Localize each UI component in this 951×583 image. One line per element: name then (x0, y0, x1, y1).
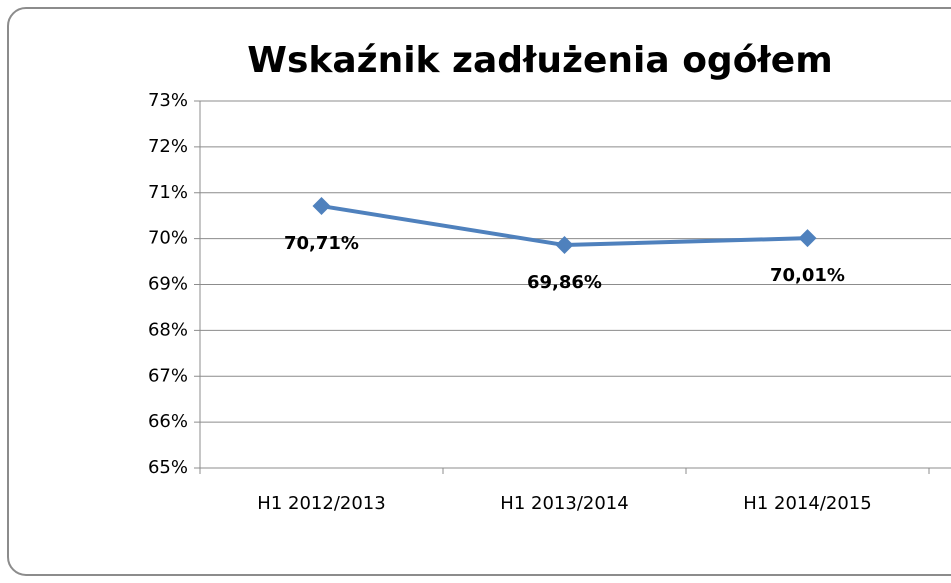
x-tick-label: H1 2014/2015 (743, 493, 871, 514)
y-tick-label: 73% (148, 90, 188, 111)
y-tick-label: 65% (148, 457, 188, 478)
data-label: 69,86% (527, 272, 602, 293)
x-tick-label: H1 2013/2014 (500, 493, 628, 514)
data-label: 70,01% (770, 265, 845, 286)
y-tick-label: 67% (148, 365, 188, 386)
y-tick-label: 71% (148, 182, 188, 203)
data-point (312, 197, 331, 216)
x-tick-label: H1 2012/2013 (257, 493, 385, 514)
y-tick-label: 66% (148, 411, 188, 432)
data-point (798, 229, 817, 248)
y-tick-label: 68% (148, 319, 188, 340)
y-tick-label: 70% (148, 228, 188, 249)
data-label: 70,71% (284, 233, 359, 254)
y-tick-label: 69% (148, 274, 188, 295)
chart-frame (7, 7, 951, 576)
chart-title: Wskaźnik zadłużenia ogółem (247, 40, 832, 81)
y-tick-label: 72% (148, 136, 188, 157)
data-point (555, 236, 574, 255)
